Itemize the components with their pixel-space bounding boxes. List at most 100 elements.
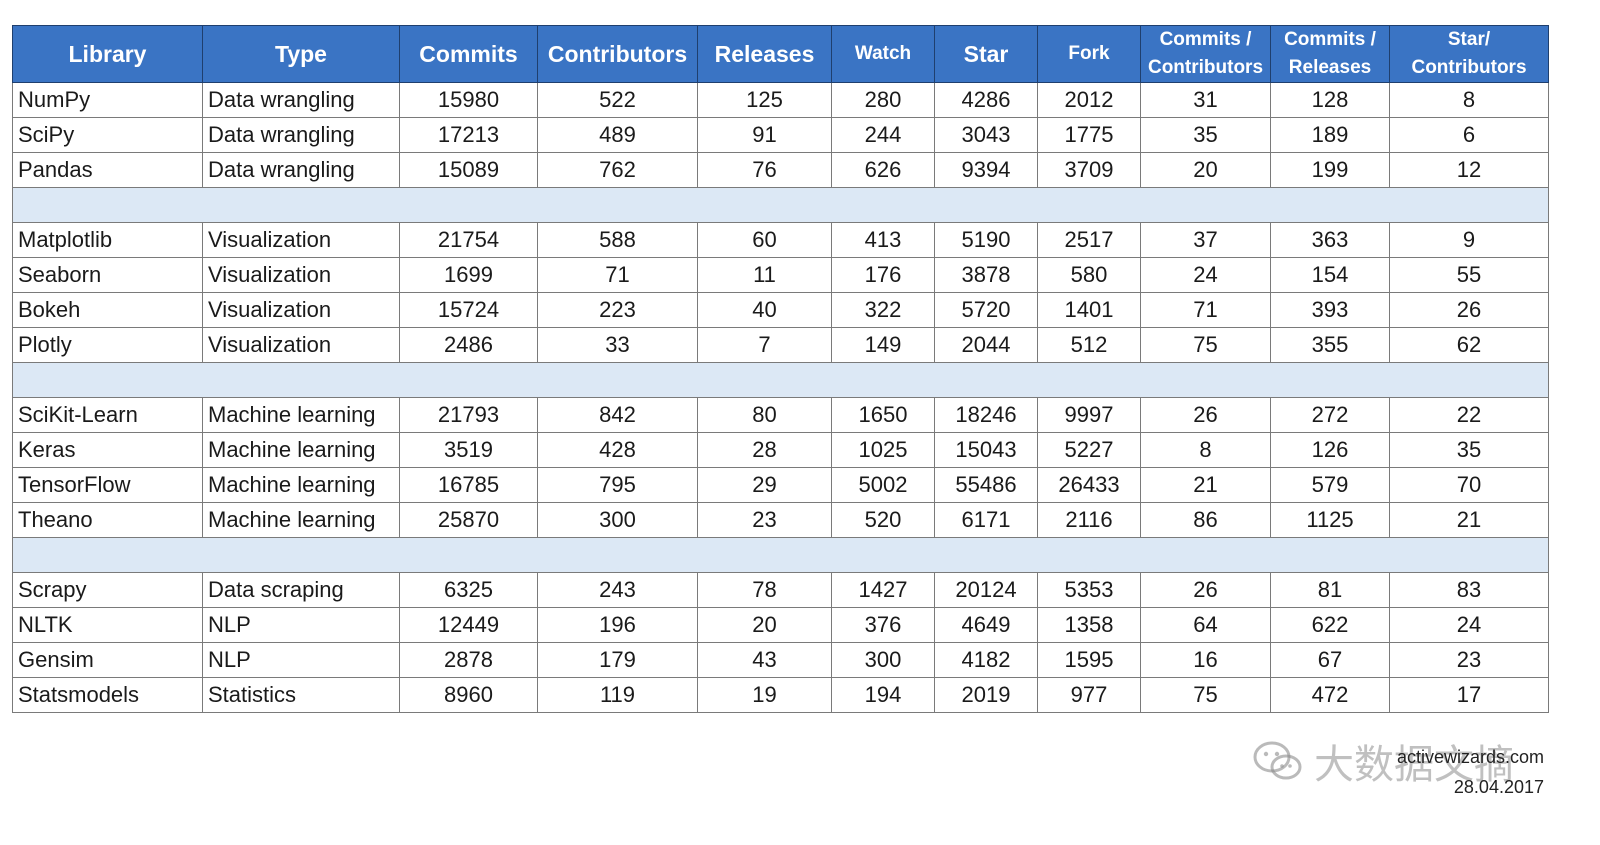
value-cell: 1427: [831, 572, 935, 608]
value-cell: 37: [1140, 222, 1271, 258]
value-cell: 19: [697, 677, 832, 713]
value-cell: 243: [537, 572, 698, 608]
value-cell: 126: [1270, 432, 1390, 468]
value-cell: 80: [697, 397, 832, 433]
column-header: Contributors: [537, 25, 698, 83]
table-row: Theano Machine learning 25870 300 23 520 6171 2…: [12, 502, 1549, 538]
type-cell: Visualization: [202, 292, 400, 328]
value-cell: 119: [537, 677, 698, 713]
type-cell: Data scraping: [202, 572, 400, 608]
footer-date: 28.04.2017: [1453, 777, 1544, 797]
value-cell: 86: [1140, 502, 1271, 538]
value-cell: 83: [1389, 572, 1549, 608]
value-cell: 17213: [399, 117, 538, 153]
table-row: Pandas Data wrangling 15089 762 76 626 9394 370…: [12, 152, 1549, 188]
library-name-cell: Seaborn: [12, 257, 203, 293]
value-cell: 75: [1140, 677, 1271, 713]
value-cell: 125: [697, 82, 832, 118]
value-cell: 6171: [934, 502, 1038, 538]
value-cell: 81: [1270, 572, 1390, 608]
value-cell: 355: [1270, 327, 1390, 363]
value-cell: 21793: [399, 397, 538, 433]
table-body: NumPy Data wrangling 15980 522 125 280 4286 201…: [12, 82, 1549, 713]
column-header: Releases: [697, 25, 832, 83]
table-row: NumPy Data wrangling 15980 522 125 280 4286 201…: [12, 82, 1549, 118]
library-name-cell: Statsmodels: [12, 677, 203, 713]
value-cell: 223: [537, 292, 698, 328]
value-cell: 5353: [1037, 572, 1141, 608]
value-cell: 20: [697, 607, 832, 643]
value-cell: 795: [537, 467, 698, 503]
value-cell: 1025: [831, 432, 935, 468]
value-cell: 428: [537, 432, 698, 468]
value-cell: 29: [697, 467, 832, 503]
column-header: Type: [202, 25, 400, 83]
value-cell: 16: [1140, 642, 1271, 678]
value-cell: 22: [1389, 397, 1549, 433]
value-cell: 512: [1037, 327, 1141, 363]
column-header: Commits: [399, 25, 538, 83]
value-cell: 154: [1270, 257, 1390, 293]
wechat-icon: [1253, 741, 1302, 780]
table-row: SciPy Data wrangling 17213 489 91 244 3043 1775…: [12, 117, 1549, 153]
value-cell: 17: [1389, 677, 1549, 713]
value-cell: 300: [537, 502, 698, 538]
value-cell: 67: [1270, 642, 1390, 678]
type-cell: Visualization: [202, 257, 400, 293]
table-row: Keras Machine learning 3519 428 28 1025 15043 5…: [12, 432, 1549, 468]
value-cell: 2878: [399, 642, 538, 678]
value-cell: 579: [1270, 467, 1390, 503]
value-cell: 16785: [399, 467, 538, 503]
value-cell: 24: [1389, 607, 1549, 643]
type-cell: Machine learning: [202, 432, 400, 468]
type-cell: Visualization: [202, 222, 400, 258]
value-cell: 20124: [934, 572, 1038, 608]
value-cell: 128: [1270, 82, 1390, 118]
library-name-cell: Gensim: [12, 642, 203, 678]
value-cell: 393: [1270, 292, 1390, 328]
value-cell: 3519: [399, 432, 538, 468]
library-name-cell: Pandas: [12, 152, 203, 188]
value-cell: 15043: [934, 432, 1038, 468]
library-name-cell: Plotly: [12, 327, 203, 363]
value-cell: 2012: [1037, 82, 1141, 118]
value-cell: 15089: [399, 152, 538, 188]
value-cell: 300: [831, 642, 935, 678]
group-separator: [12, 187, 1549, 223]
value-cell: 26: [1140, 397, 1271, 433]
value-cell: 3043: [934, 117, 1038, 153]
value-cell: 5720: [934, 292, 1038, 328]
column-header: Library: [12, 25, 203, 83]
value-cell: 23: [697, 502, 832, 538]
value-cell: 977: [1037, 677, 1141, 713]
group-separator-row: [12, 537, 1549, 573]
library-name-cell: TensorFlow: [12, 467, 203, 503]
column-header: Commits / Contributors: [1140, 25, 1271, 83]
column-header: Watch: [831, 25, 935, 83]
library-name-cell: NLTK: [12, 607, 203, 643]
value-cell: 64: [1140, 607, 1271, 643]
library-name-cell: SciPy: [12, 117, 203, 153]
value-cell: 199: [1270, 152, 1390, 188]
value-cell: 413: [831, 222, 935, 258]
value-cell: 322: [831, 292, 935, 328]
value-cell: 40: [697, 292, 832, 328]
value-cell: 1699: [399, 257, 538, 293]
value-cell: 76: [697, 152, 832, 188]
value-cell: 376: [831, 607, 935, 643]
value-cell: 26: [1389, 292, 1549, 328]
table-row: Gensim NLP 2878 179 43 300 4182 1595 16 67 23: [12, 642, 1549, 678]
group-separator: [12, 537, 1549, 573]
value-cell: 8: [1140, 432, 1271, 468]
value-cell: 520: [831, 502, 935, 538]
value-cell: 2044: [934, 327, 1038, 363]
column-header: Commits / Releases: [1270, 25, 1390, 83]
type-cell: Data wrangling: [202, 152, 400, 188]
value-cell: 522: [537, 82, 698, 118]
value-cell: 1595: [1037, 642, 1141, 678]
table-row: NLTK NLP 12449 196 20 376 4649 1358 64 622 24: [12, 607, 1549, 643]
value-cell: 472: [1270, 677, 1390, 713]
library-name-cell: Theano: [12, 502, 203, 538]
value-cell: 196: [537, 607, 698, 643]
library-name-cell: NumPy: [12, 82, 203, 118]
